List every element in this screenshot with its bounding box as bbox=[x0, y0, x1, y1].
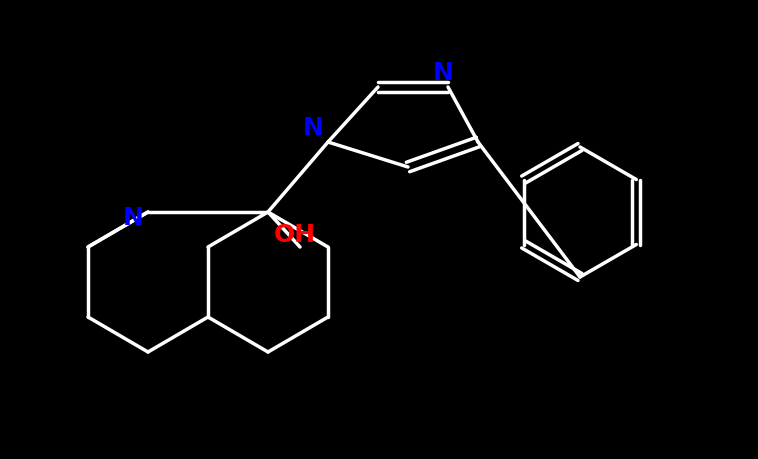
Text: OH: OH bbox=[274, 223, 316, 246]
Text: N: N bbox=[302, 116, 324, 140]
Text: N: N bbox=[123, 206, 143, 230]
Text: N: N bbox=[433, 61, 453, 85]
